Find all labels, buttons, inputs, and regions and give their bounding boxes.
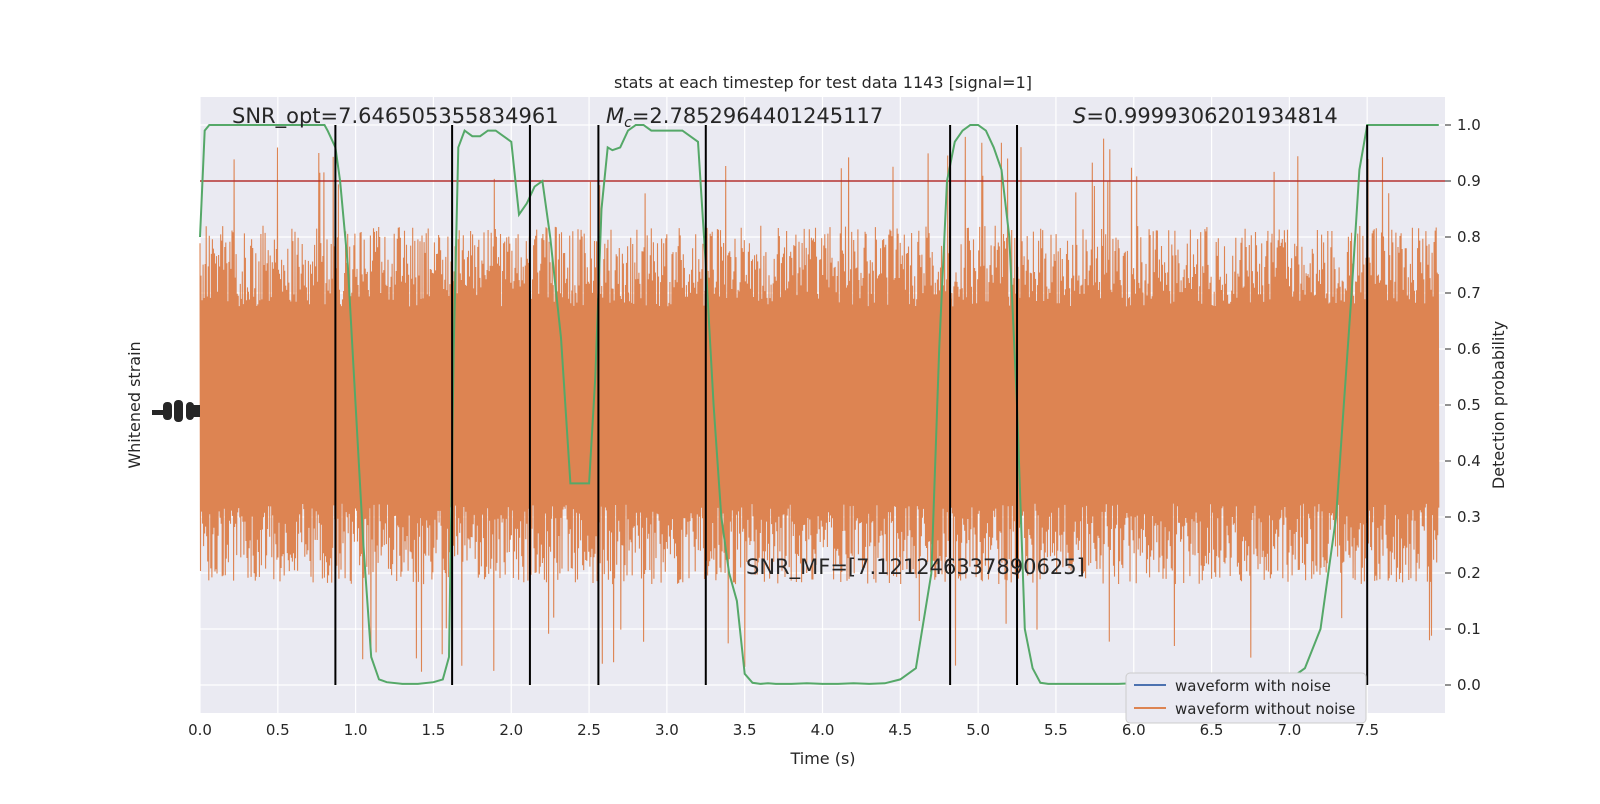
- right-axis-label: Detection probability: [1489, 321, 1508, 489]
- y-tick-label: 0.4: [1457, 452, 1481, 470]
- y-tick-label: 0.9: [1457, 172, 1481, 190]
- chirp-mass-symbol: M: [606, 104, 624, 128]
- legend-label-noise: waveform with noise: [1175, 677, 1331, 695]
- chirp-mass-subscript: c: [624, 115, 632, 131]
- y-tick-label: 0.8: [1457, 228, 1481, 246]
- y-tick-label: 0.7: [1457, 284, 1481, 302]
- x-tick-label: 7.0: [1277, 721, 1301, 739]
- x-tick-label: 3.5: [733, 721, 757, 739]
- y-tick-label: 0.6: [1457, 340, 1481, 358]
- y-tick-label: 0.5: [1457, 396, 1481, 414]
- x-tick-label: 4.5: [888, 721, 912, 739]
- x-tick-label: 7.5: [1355, 721, 1379, 739]
- annotation-s: S=0.9999306201934814: [1073, 104, 1338, 128]
- x-tick-label: 1.0: [344, 721, 368, 739]
- s-symbol: S: [1073, 104, 1086, 128]
- y-tick-label: 1.0: [1457, 116, 1481, 134]
- series-line-clean-waveform: [199, 136, 1440, 672]
- annotation-snr-opt: SNR_opt=7.646505355834961: [232, 104, 559, 129]
- y-tick-label: 0.0: [1457, 676, 1481, 694]
- x-tick-label: 5.5: [1044, 721, 1068, 739]
- x-axis-label: Time (s): [789, 749, 855, 768]
- x-tick-label: 1.5: [422, 721, 446, 739]
- annotation-chirp-mass: Mc=2.7852964401245117: [606, 104, 883, 131]
- s-value: =0.9999306201934814: [1086, 104, 1337, 128]
- x-tick-label: 2.5: [577, 721, 601, 739]
- left-axis-label: Whitened strain: [125, 341, 144, 468]
- tick-labels: 0.0 0.5 1.0 1.5 2.0 2.5 3.0 3.5 4.0 4.5 5.0 5.5 6.0 6…: [188, 116, 1481, 739]
- x-tick-label: 6.0: [1122, 721, 1146, 739]
- annotation-snr-mf: SNR_MF=[7.121246337890625]: [746, 555, 1085, 580]
- y-tick-label: 0.1: [1457, 620, 1481, 638]
- x-tick-label: 4.0: [811, 721, 835, 739]
- y-tick-label: 0.2: [1457, 564, 1481, 582]
- legend: waveform with noise waveform without noi…: [1125, 672, 1367, 724]
- legend-label-clean: waveform without noise: [1175, 700, 1355, 718]
- x-tick-label: 0.0: [188, 721, 212, 739]
- x-tick-label: 3.0: [655, 721, 679, 739]
- legend-box: [1125, 672, 1367, 724]
- x-tick-label: 5.0: [966, 721, 990, 739]
- vertical-lines: [334, 125, 1369, 685]
- x-tick-label: 6.5: [1200, 721, 1224, 739]
- x-tick-label: 2.0: [499, 721, 523, 739]
- left-axis-ticks-cluster: [152, 400, 200, 422]
- chart-title: stats at each timestep for test data 114…: [614, 73, 1032, 92]
- y-tick-label: 0.3: [1457, 508, 1481, 526]
- strain-series: [199, 136, 1445, 672]
- x-tick-label: 0.5: [266, 721, 290, 739]
- chirp-mass-value: =2.7852964401245117: [632, 104, 883, 128]
